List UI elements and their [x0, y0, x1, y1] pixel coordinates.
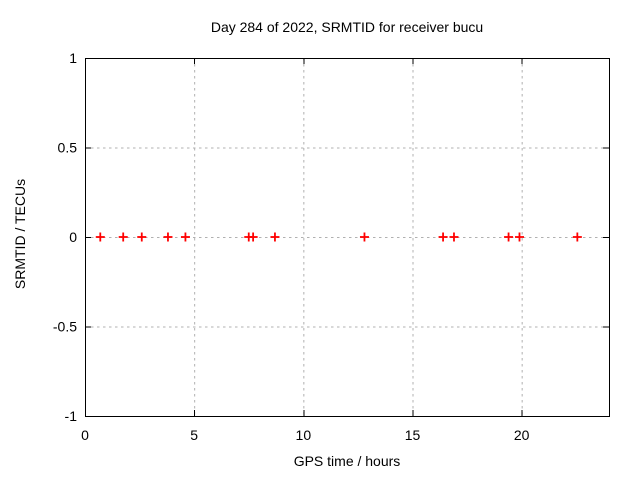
data-point-marker [118, 232, 128, 242]
x-tick-label: 0 [81, 427, 89, 443]
data-point-marker [248, 232, 258, 242]
y-tick-label: -0.5 [53, 319, 77, 335]
data-point-marker [572, 232, 582, 242]
chart-title: Day 284 of 2022, SRMTID for receiver buc… [210, 19, 484, 35]
y-tick-label: 0 [69, 229, 77, 245]
x-axis-label: GPS time / hours [293, 453, 401, 469]
data-point-marker [137, 232, 147, 242]
x-tick-label: 10 [296, 427, 312, 443]
x-tick-label: 15 [405, 427, 421, 443]
x-tick-label: 5 [190, 427, 198, 443]
data-point-marker [95, 232, 105, 242]
data-point-marker [504, 232, 514, 242]
data-point-marker [270, 232, 280, 242]
data-point-marker [449, 232, 459, 242]
data-point-marker [359, 232, 369, 242]
data-point-marker [180, 232, 190, 242]
y-tick-label: 1 [69, 50, 77, 66]
y-tick-label: 0.5 [58, 140, 78, 156]
data-point-marker [163, 232, 173, 242]
data-point-marker [514, 232, 524, 242]
y-tick-label: -1 [65, 408, 78, 424]
data-point-marker [438, 232, 448, 242]
x-tick-label: 20 [514, 427, 530, 443]
